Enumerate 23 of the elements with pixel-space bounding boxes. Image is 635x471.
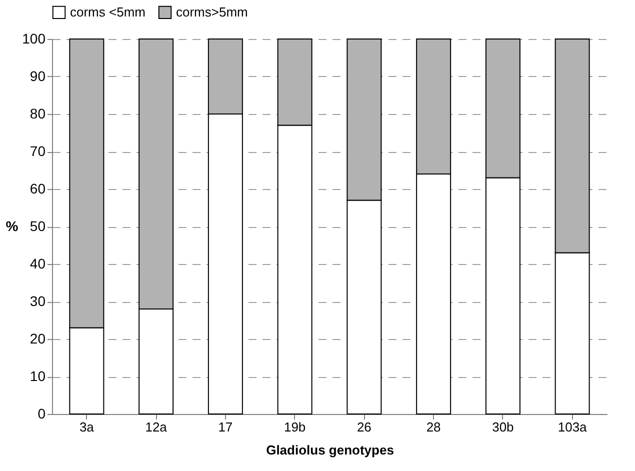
x-tick-label: 28 xyxy=(426,420,441,434)
y-tick-label: 70 xyxy=(30,143,46,159)
y-tick-label: 30 xyxy=(30,293,46,309)
x-axis-title: Gladiolus genotypes xyxy=(266,442,394,458)
y-tick-label: 10 xyxy=(30,368,46,384)
y-tick-label: 20 xyxy=(30,330,46,346)
y-tick-label: 90 xyxy=(30,68,46,84)
y-axis-title: % xyxy=(6,218,19,234)
x-tick-label: 26 xyxy=(356,420,372,434)
y-tick-label: 50 xyxy=(30,218,46,234)
x-tick-label: 3a xyxy=(79,420,95,434)
x-tick-label: 17 xyxy=(218,420,233,434)
y-tick-label: 100 xyxy=(22,30,46,46)
y-tick-label: 60 xyxy=(30,180,46,196)
x-tick-label: 30b xyxy=(492,420,514,434)
y-tick-label: 40 xyxy=(30,256,46,272)
y-tick-label: 0 xyxy=(38,406,46,422)
x-tick-label: 19b xyxy=(284,420,306,434)
y-tick-label: 80 xyxy=(30,106,46,122)
x-tick-label: 103a xyxy=(558,420,588,434)
legend-label: corms>5mm xyxy=(176,4,248,20)
legend-label: corms <5mm xyxy=(70,4,146,20)
x-tick-label: 12a xyxy=(145,420,168,434)
